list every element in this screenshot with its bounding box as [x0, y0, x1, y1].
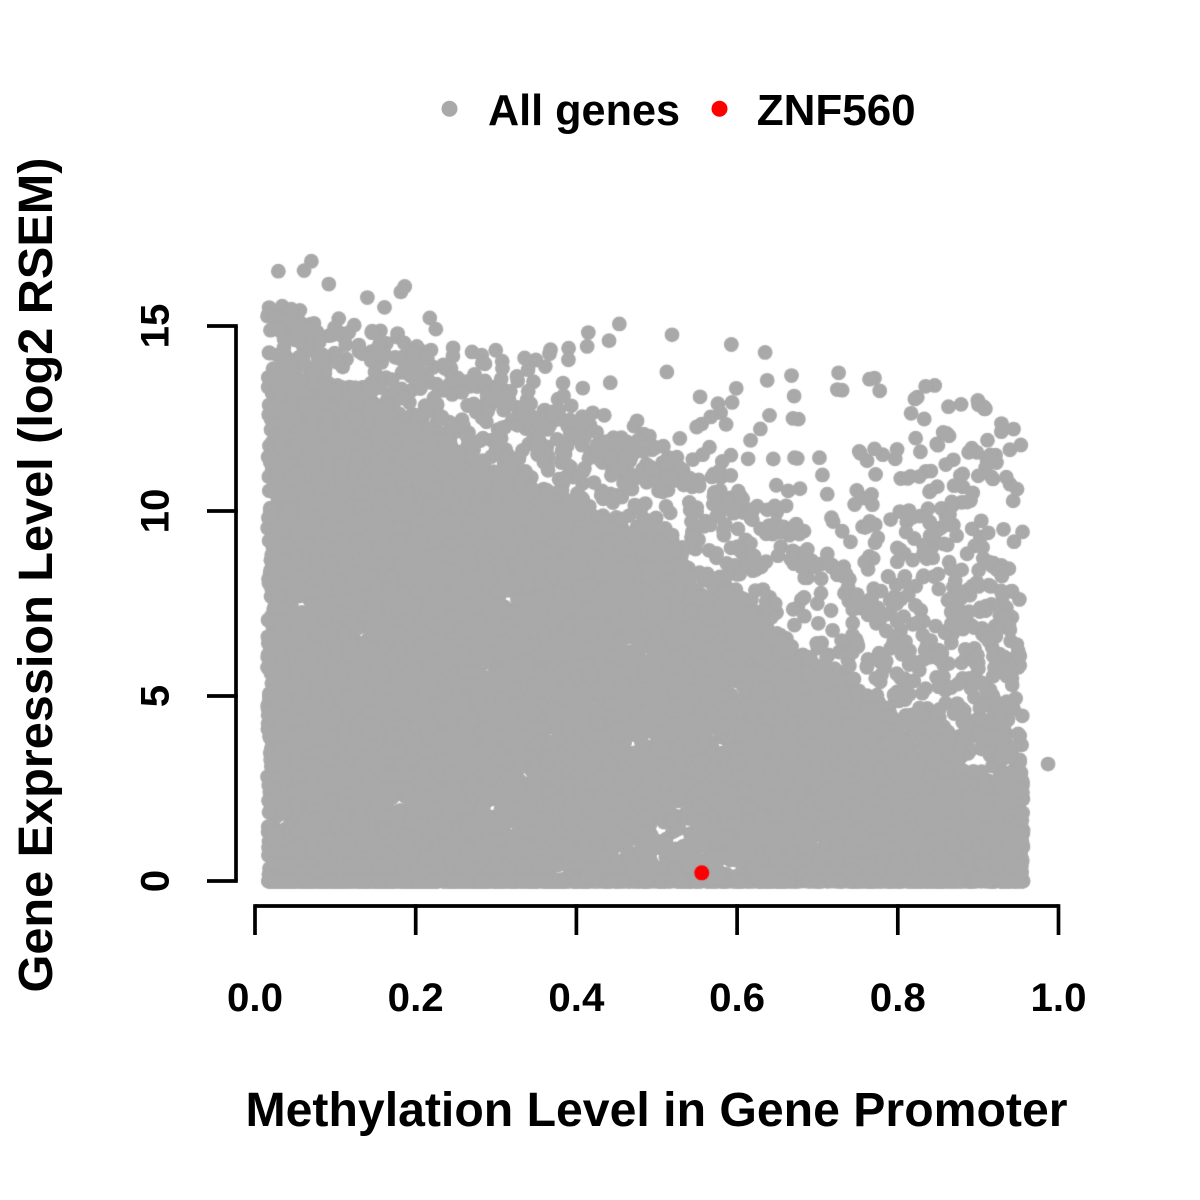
svg-text:All genes: All genes	[488, 86, 680, 135]
svg-text:0.4: 0.4	[548, 975, 605, 1020]
svg-text:10: 10	[133, 489, 178, 534]
svg-text:5: 5	[133, 685, 178, 707]
svg-text:0: 0	[133, 870, 178, 892]
svg-text:0.2: 0.2	[388, 975, 444, 1020]
svg-text:0.6: 0.6	[709, 975, 765, 1020]
svg-text:Gene Expression Level (log2 RS: Gene Expression Level (log2 RSEM)	[9, 158, 63, 993]
svg-text:0.8: 0.8	[870, 975, 926, 1020]
svg-text:ZNF560: ZNF560	[757, 86, 916, 135]
svg-text:1.0: 1.0	[1030, 975, 1086, 1020]
svg-text:0.0: 0.0	[227, 975, 283, 1020]
svg-text:15: 15	[133, 304, 178, 349]
svg-text:Methylation Level in Gene Prom: Methylation Level in Gene Promoter	[245, 1083, 1067, 1137]
